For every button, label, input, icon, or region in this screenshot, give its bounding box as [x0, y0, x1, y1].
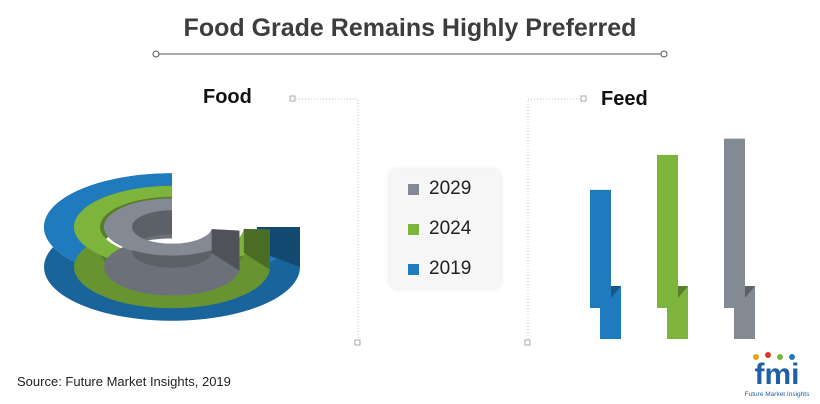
fmi-logo-graphic: fmi Future Market Insights	[745, 352, 810, 398]
feed-bar-chart	[590, 138, 755, 339]
feed-connector	[524, 95, 587, 346]
legend: 2029 2024 2019	[390, 170, 500, 288]
feed-bar-2024	[657, 154, 688, 339]
feed-bar-facet-2029	[745, 286, 755, 298]
food-connector	[289, 95, 361, 346]
feed-bar-facet-2019	[611, 286, 621, 298]
chart-title: Food Grade Remains Highly Preferred	[183, 14, 637, 42]
legend-item-2024: 2024	[408, 218, 471, 240]
source-note: Source: Future Market Insights, 2019	[17, 374, 231, 389]
legend-label-2019: 2019	[429, 258, 472, 279]
legend-item-2029: 2029	[408, 178, 471, 200]
fmi-logo: fmi Future Market Insights	[740, 351, 814, 399]
feed-section-label: Feed	[601, 88, 648, 110]
feed-bar-facet-2024	[678, 286, 688, 298]
title-underline-right-dot	[660, 50, 668, 58]
legend-swatch-2019	[408, 263, 419, 275]
food-ring-cap-2029-1	[211, 229, 240, 271]
svg-text:Future Market Insights: Future Market Insights	[745, 391, 810, 398]
svg-text:fmi: fmi	[755, 358, 800, 391]
legend-swatch-2029	[408, 183, 419, 195]
title-underline-left-dot	[152, 50, 160, 58]
legend-label-2029: 2029	[429, 178, 472, 199]
feed-bar-2019	[590, 189, 621, 339]
food-ring-2029	[104, 198, 240, 256]
legend-swatch-2024	[408, 223, 419, 235]
food-ring-chart	[44, 173, 300, 321]
food-section-label: Food	[203, 86, 252, 108]
legend-item-2019: 2019	[408, 258, 471, 280]
feed-bar-2029	[724, 138, 755, 339]
legend-label-2024: 2024	[429, 218, 472, 239]
food-ring-cap-2024-1	[243, 228, 270, 270]
